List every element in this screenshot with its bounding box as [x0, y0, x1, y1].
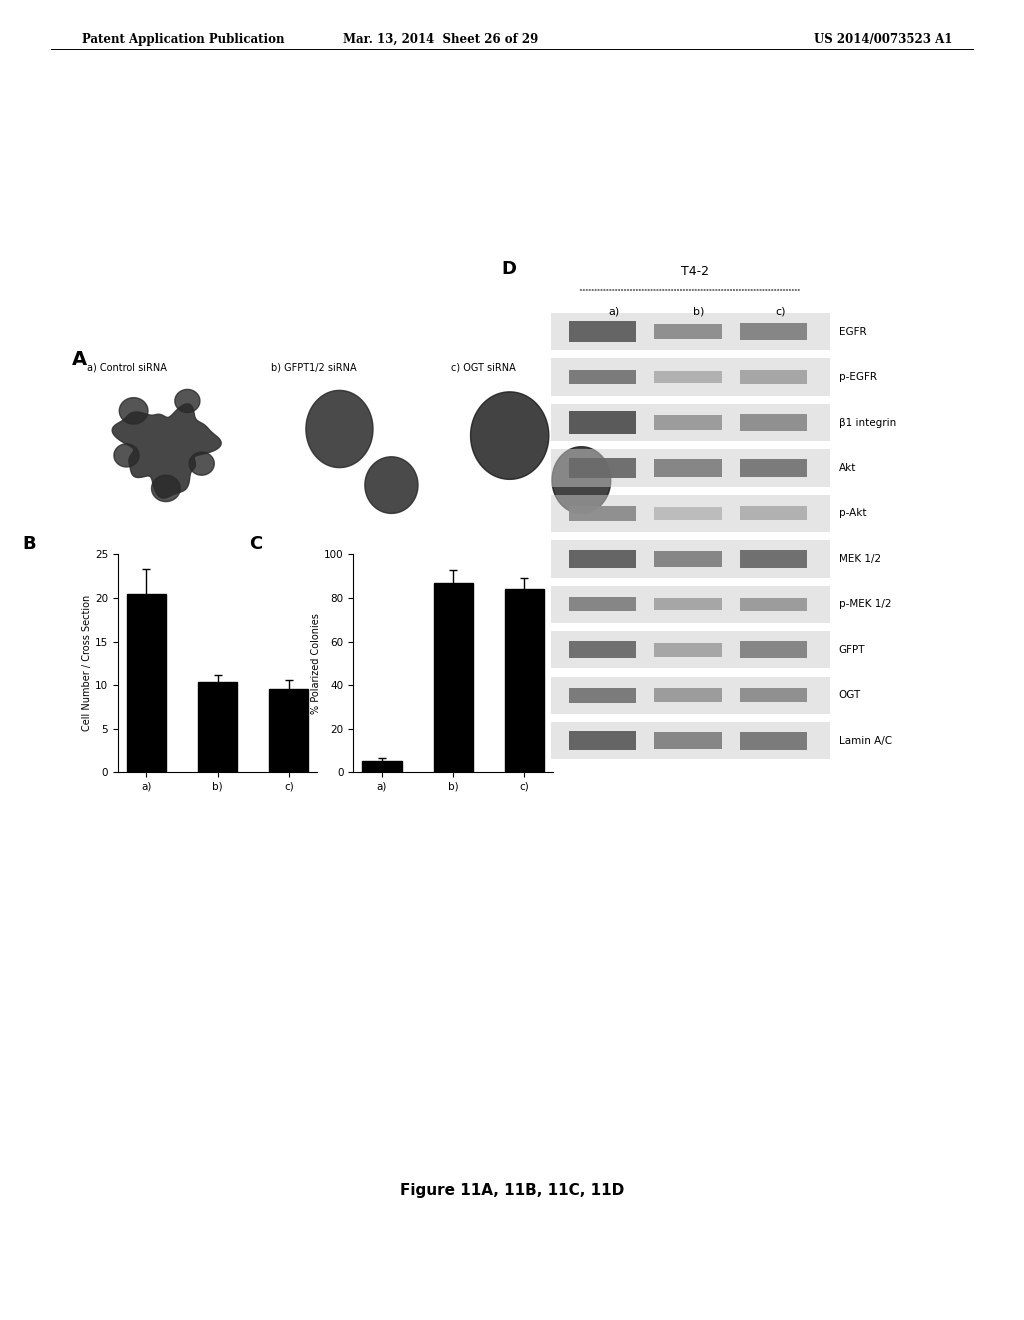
- Polygon shape: [114, 444, 139, 467]
- Bar: [551, 631, 829, 668]
- Polygon shape: [91, 387, 243, 517]
- Bar: [654, 459, 722, 477]
- Polygon shape: [356, 447, 426, 523]
- Text: p-EGFR: p-EGFR: [839, 372, 877, 381]
- Bar: [654, 507, 722, 520]
- Text: Mar. 13, 2014  Sheet 26 of 29: Mar. 13, 2014 Sheet 26 of 29: [343, 33, 538, 46]
- Polygon shape: [152, 475, 180, 502]
- Bar: [739, 323, 807, 341]
- Bar: [568, 550, 636, 568]
- Text: OGT: OGT: [839, 690, 861, 701]
- Polygon shape: [544, 437, 620, 523]
- Text: b): b): [693, 306, 705, 317]
- Bar: [568, 370, 636, 384]
- Polygon shape: [189, 453, 214, 475]
- Bar: [551, 586, 829, 623]
- Bar: [654, 688, 722, 702]
- Polygon shape: [296, 379, 383, 479]
- Polygon shape: [175, 389, 200, 412]
- Bar: [568, 598, 636, 611]
- Polygon shape: [146, 470, 185, 507]
- Bar: [739, 459, 807, 477]
- Bar: [739, 731, 807, 750]
- Y-axis label: % Polarized Colonies: % Polarized Colonies: [311, 612, 322, 714]
- Bar: [198, 681, 238, 772]
- Text: GFPT: GFPT: [839, 644, 865, 655]
- Text: a) Control siRNA: a) Control siRNA: [87, 363, 167, 374]
- Polygon shape: [113, 404, 221, 498]
- Text: US 2014/0073523 A1: US 2014/0073523 A1: [814, 33, 952, 46]
- Bar: [551, 313, 829, 350]
- Bar: [551, 540, 829, 578]
- Polygon shape: [365, 457, 418, 513]
- Bar: [551, 495, 829, 532]
- Polygon shape: [170, 384, 205, 417]
- Bar: [433, 582, 473, 772]
- Text: a): a): [608, 306, 620, 317]
- Text: C: C: [250, 535, 263, 553]
- Bar: [269, 689, 308, 772]
- Bar: [568, 731, 636, 751]
- Bar: [654, 733, 722, 748]
- Bar: [568, 412, 636, 433]
- Polygon shape: [120, 397, 148, 424]
- Bar: [739, 414, 807, 430]
- Text: EGFR: EGFR: [839, 326, 866, 337]
- Bar: [739, 507, 807, 520]
- Bar: [551, 404, 829, 441]
- Polygon shape: [306, 391, 373, 467]
- Bar: [551, 722, 829, 759]
- Polygon shape: [552, 446, 610, 513]
- Bar: [505, 589, 544, 772]
- Polygon shape: [460, 379, 560, 491]
- Bar: [551, 677, 829, 714]
- Polygon shape: [111, 441, 142, 470]
- Y-axis label: Cell Number / Cross Section: Cell Number / Cross Section: [82, 595, 92, 731]
- Text: c): c): [775, 306, 785, 317]
- Text: Akt: Akt: [839, 463, 856, 473]
- Text: p-MEK 1/2: p-MEK 1/2: [839, 599, 891, 610]
- Bar: [362, 762, 401, 772]
- Polygon shape: [184, 447, 220, 480]
- Bar: [127, 594, 166, 772]
- Bar: [568, 321, 636, 342]
- Text: Lamin A/C: Lamin A/C: [839, 735, 892, 746]
- Text: B: B: [22, 535, 36, 553]
- Bar: [654, 371, 722, 383]
- Text: D: D: [501, 260, 516, 277]
- Bar: [739, 371, 807, 384]
- Bar: [739, 688, 807, 702]
- Text: β1 integrin: β1 integrin: [839, 417, 896, 428]
- Bar: [739, 550, 807, 568]
- Text: Figure 11A, 11B, 11C, 11D: Figure 11A, 11B, 11C, 11D: [400, 1183, 624, 1199]
- Bar: [568, 458, 636, 478]
- Text: Patent Application Publication: Patent Application Publication: [82, 33, 285, 46]
- Text: MEK 1/2: MEK 1/2: [839, 554, 881, 564]
- Bar: [551, 449, 829, 487]
- Polygon shape: [471, 392, 549, 479]
- Bar: [739, 642, 807, 659]
- Bar: [568, 688, 636, 704]
- Bar: [551, 359, 829, 396]
- Text: p-Akt: p-Akt: [839, 508, 866, 519]
- Polygon shape: [113, 391, 156, 430]
- Bar: [654, 550, 722, 568]
- Text: c) OGT siRNA: c) OGT siRNA: [451, 363, 515, 374]
- Bar: [739, 598, 807, 611]
- Text: b) GFPT1/2 siRNA: b) GFPT1/2 siRNA: [271, 363, 357, 374]
- Bar: [568, 506, 636, 521]
- Bar: [654, 643, 722, 657]
- Bar: [654, 598, 722, 610]
- Bar: [568, 642, 636, 659]
- Text: A: A: [72, 350, 87, 368]
- Bar: [654, 323, 722, 339]
- Text: T4-2: T4-2: [681, 265, 709, 279]
- Bar: [654, 414, 722, 430]
